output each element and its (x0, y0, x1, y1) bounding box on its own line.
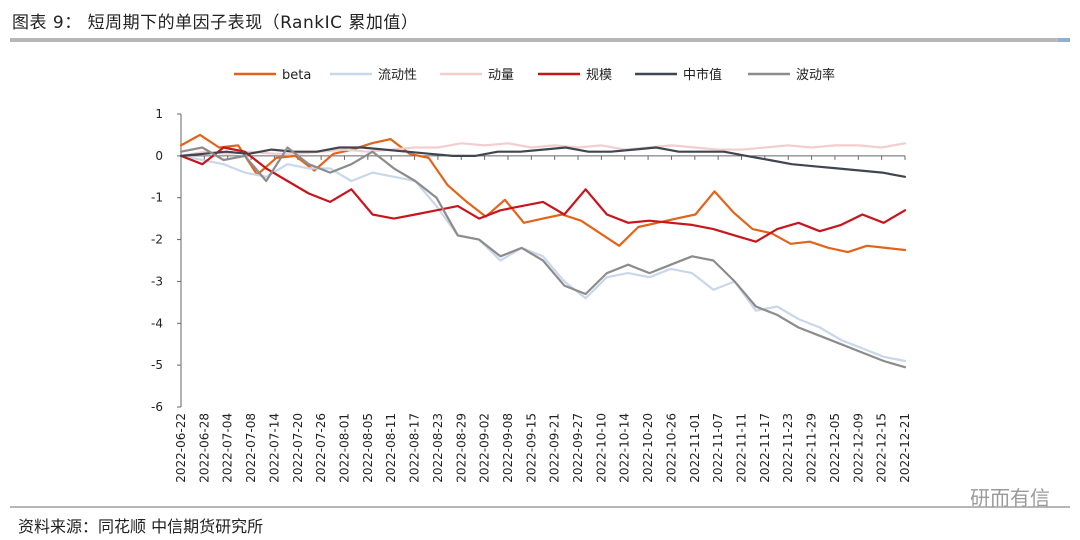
x-tick-label: 2022-07-26 (314, 413, 328, 483)
x-tick-label: 2022-09-08 (501, 413, 515, 483)
x-tick-label: 2022-06-28 (197, 413, 211, 483)
x-tick-label: 2022-09-27 (571, 413, 585, 483)
series-line (179, 133, 907, 254)
y-tick-label: -1 (151, 191, 163, 205)
y-tick-label: -5 (151, 358, 163, 372)
legend-label: 动量 (488, 68, 514, 83)
x-tick-label: 2022-08-11 (384, 413, 398, 483)
x-tick-label: 2022-11-23 (781, 413, 795, 483)
legend-label: 波动率 (796, 67, 835, 83)
x-tick-label: 2022-07-08 (244, 413, 258, 483)
series-line (179, 146, 907, 178)
chart-series (179, 133, 907, 369)
legend-label: beta (282, 68, 311, 83)
x-tick-label: 2022-11-11 (735, 413, 749, 483)
y-tick-label: -4 (151, 316, 163, 330)
y-tick-label: 1 (155, 107, 163, 121)
x-tick-label: 2022-07-04 (221, 413, 235, 483)
y-tick-label: -6 (151, 400, 163, 414)
x-tick-label: 2022-08-01 (337, 413, 351, 483)
y-tick-label: 0 (155, 149, 163, 163)
x-tick-label: 2022-12-09 (851, 413, 865, 483)
x-axis: 2022-06-22 2022-06-28 2022-07-04 2022-07-08… (174, 155, 912, 483)
x-tick-label: 2022-10-20 (641, 413, 655, 483)
x-tick-label: 2022-11-07 (711, 413, 725, 483)
y-axis: 1 0 -1 -2 -3 -4 -5 -6 (151, 107, 182, 414)
x-tick-label: 2022-10-26 (664, 413, 678, 483)
watermark: 研而有信 (970, 486, 1050, 510)
x-tick-label: 2022-09-15 (524, 413, 538, 483)
x-tick-label: 2022-11-01 (688, 413, 702, 483)
title-divider (10, 38, 1070, 42)
y-tick-label: -2 (151, 233, 163, 247)
x-tick-label: 2022-06-22 (174, 413, 188, 483)
x-tick-label: 2022-10-10 (594, 413, 608, 483)
legend-label: 中市值 (683, 67, 722, 83)
x-tick-label: 2022-12-21 (898, 413, 912, 483)
legend-label: 流动性 (378, 68, 417, 83)
series-line (179, 146, 907, 369)
source-note: 资料来源：同花顺 中信期货研究所 (18, 517, 264, 536)
series-line (179, 142, 907, 157)
chart-legend: beta 流动性 动量 规模 中市值 波动率 (234, 67, 835, 83)
x-tick-label: 2022-07-14 (267, 413, 281, 483)
page-title: 图表 9： 短周期下的单因子表现（RankIC 累加值） (12, 13, 419, 33)
title-divider-accent (1058, 38, 1070, 42)
x-tick-label: 2022-10-14 (618, 413, 632, 483)
footer-divider (10, 506, 1070, 508)
x-tick-label: 2022-11-29 (805, 413, 819, 483)
legend-label: 规模 (586, 68, 612, 83)
x-tick-label: 2022-08-29 (454, 413, 468, 483)
x-tick-label: 2022-08-05 (361, 413, 375, 483)
x-tick-label: 2022-09-02 (478, 413, 492, 483)
series-line (179, 146, 907, 243)
y-tick-label: -3 (151, 274, 163, 288)
x-tick-label: 2022-12-15 (875, 413, 889, 483)
series-line (179, 154, 907, 363)
x-tick-label: 2022-07-20 (291, 413, 305, 483)
x-tick-label: 2022-11-17 (758, 413, 772, 483)
x-tick-label: 2022-08-17 (408, 413, 422, 483)
x-tick-label: 2022-12-05 (828, 413, 842, 483)
x-tick-label: 2022-09-21 (548, 413, 562, 483)
x-tick-label: 2022-08-23 (431, 413, 445, 483)
